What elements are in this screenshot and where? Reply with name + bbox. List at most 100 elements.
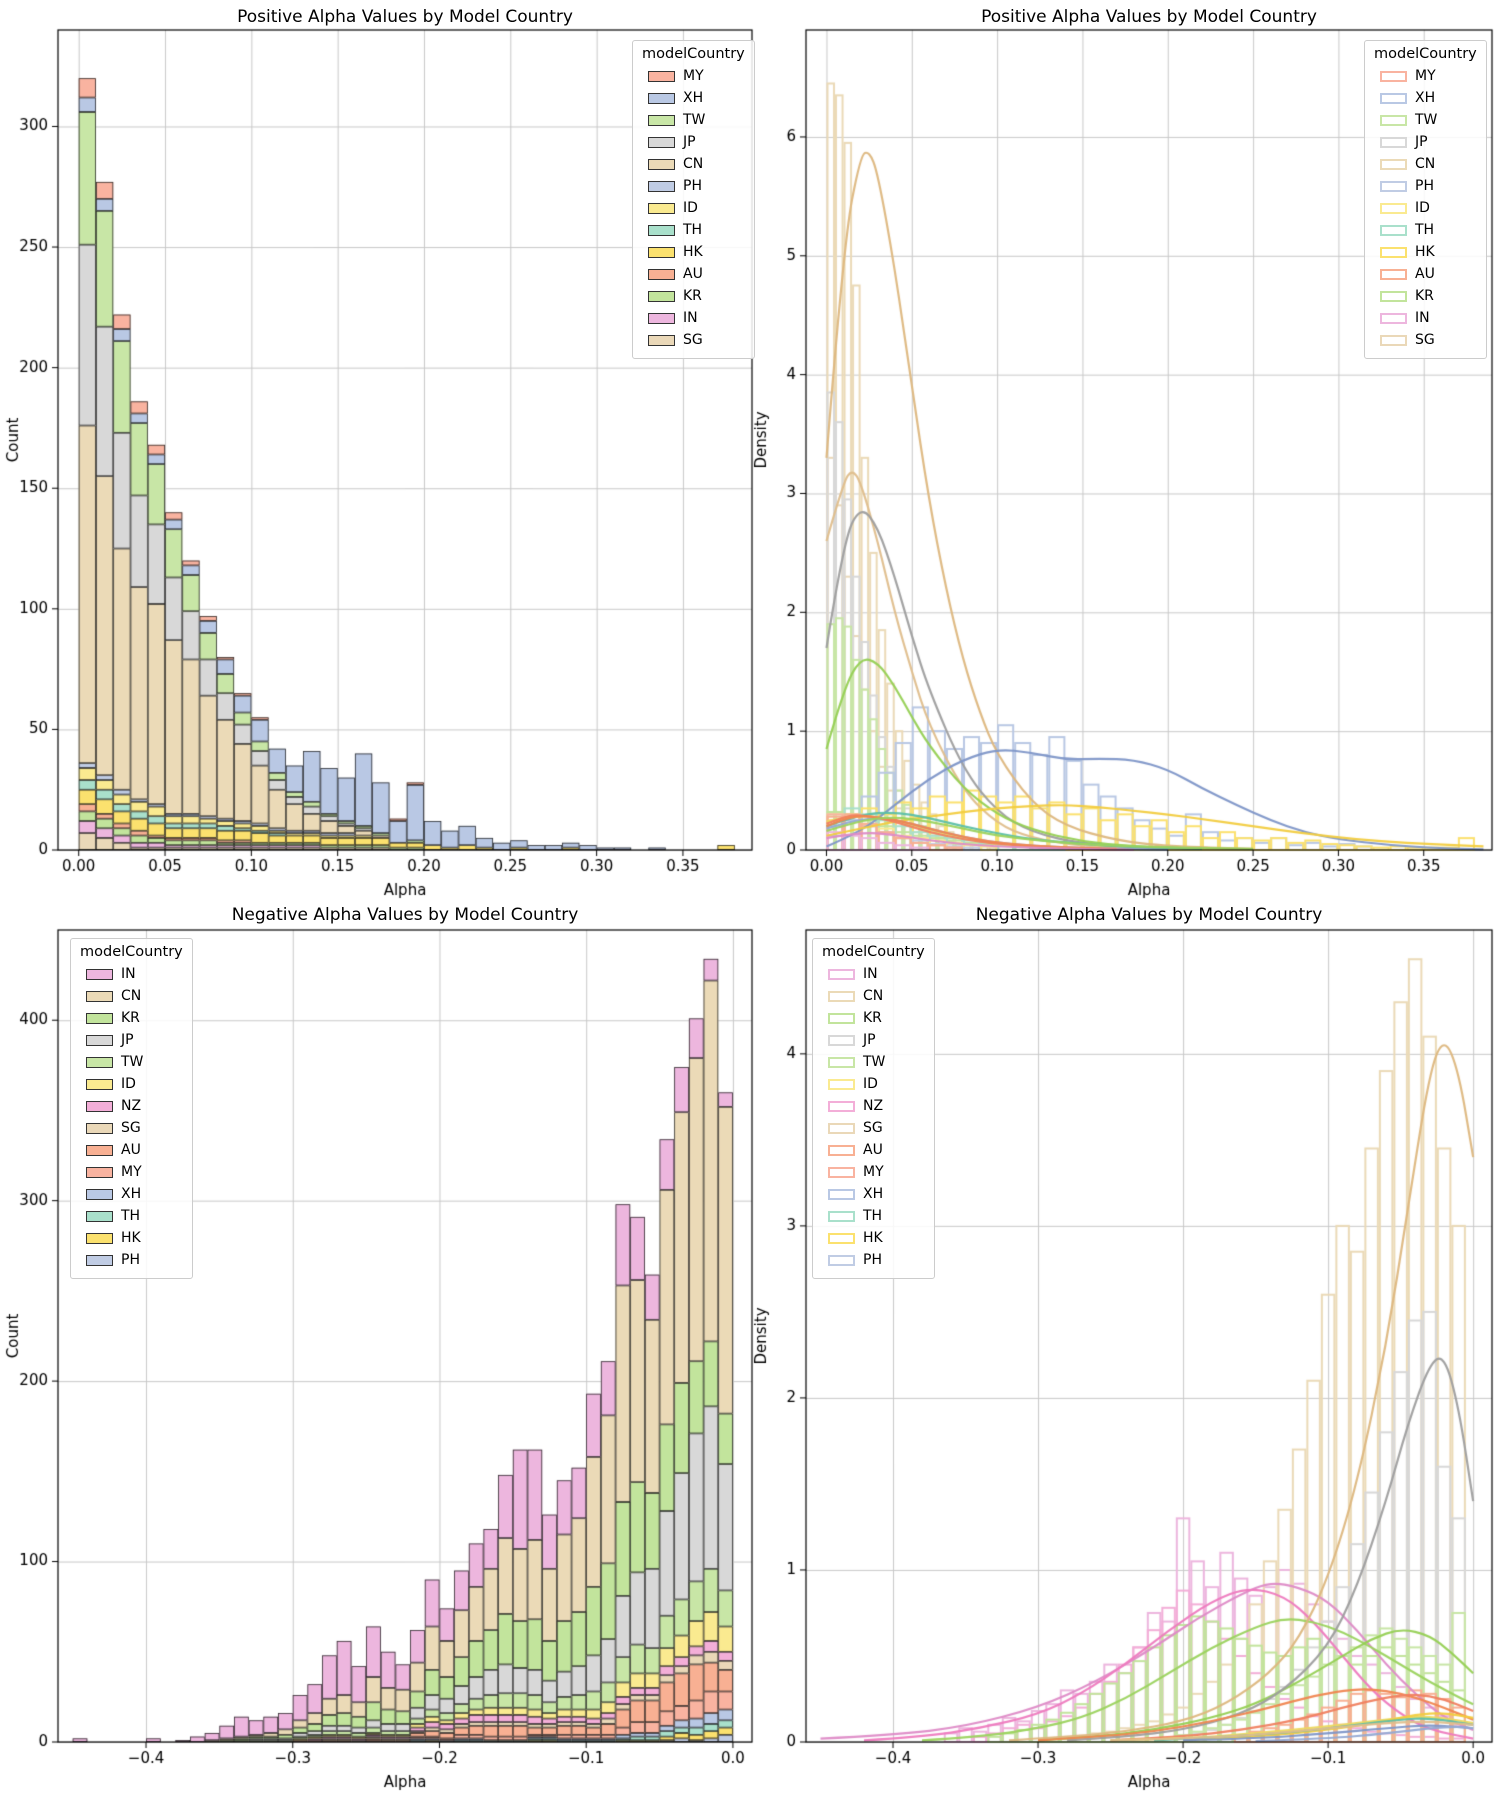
legend-item: CN xyxy=(80,985,183,1007)
legend-label: TH xyxy=(1415,222,1435,238)
legend-label: JP xyxy=(863,1032,876,1048)
legend-label: TH xyxy=(683,222,703,238)
legend-label: NZ xyxy=(863,1098,884,1114)
chart-title-negative-stacked: Negative Alpha Values by Model Country xyxy=(231,905,579,925)
legend-negative-stacked: modelCountry IN CN KR JP TW ID NZ SG AU MY XH TH HK PH xyxy=(70,938,193,1279)
legend-label: PH xyxy=(683,178,702,194)
legend-label: ID xyxy=(1415,200,1430,216)
legend-label: PH xyxy=(863,1252,882,1268)
legend-label: SG xyxy=(121,1120,141,1136)
legend-item: MY xyxy=(80,1161,183,1183)
legend-swatch-icon xyxy=(828,1166,855,1178)
legend-item: PH xyxy=(80,1249,183,1271)
legend-swatch-icon xyxy=(86,1034,113,1046)
legend-label: AU xyxy=(121,1142,141,1158)
legend-swatch-icon xyxy=(648,136,675,148)
legend-item: MY xyxy=(1374,65,1477,87)
legend-swatch-icon xyxy=(648,180,675,192)
legend-label: KR xyxy=(121,1010,140,1026)
legend-swatch-icon xyxy=(86,1232,113,1244)
legend-item: IN xyxy=(1374,307,1477,329)
legend-item: SG xyxy=(80,1117,183,1139)
legend-item: XH xyxy=(822,1183,925,1205)
legend-item: MY xyxy=(822,1161,925,1183)
legend-swatch-icon xyxy=(1380,136,1407,148)
legend-swatch-icon xyxy=(648,70,675,82)
legend-positive-density: modelCountry MY XH TW JP CN PH ID TH HK AU KR IN SG xyxy=(1364,40,1487,359)
legend-swatch-icon xyxy=(828,1078,855,1090)
legend-swatch-icon xyxy=(648,334,675,346)
legend-swatch-icon xyxy=(648,268,675,280)
legend-label: ID xyxy=(683,200,698,216)
legend-swatch-icon xyxy=(86,1056,113,1068)
legend-swatch-icon xyxy=(648,92,675,104)
legend-label: TW xyxy=(1415,112,1438,128)
legend-swatch-icon xyxy=(828,1056,855,1068)
legend-swatch-icon xyxy=(828,1122,855,1134)
legend-swatch-icon xyxy=(1380,158,1407,170)
legend-swatch-icon xyxy=(648,290,675,302)
chart-title-negative-density: Negative Alpha Values by Model Country xyxy=(975,905,1323,925)
legend-item: TH xyxy=(642,219,745,241)
legend-swatch-icon xyxy=(648,158,675,170)
legend-item: HK xyxy=(1374,241,1477,263)
legend-label: KR xyxy=(1415,288,1434,304)
legend-swatch-icon xyxy=(828,1034,855,1046)
legend-swatch-icon xyxy=(86,1210,113,1222)
legend-label: JP xyxy=(121,1032,134,1048)
legend-item: IN xyxy=(822,963,925,985)
legend-label: JP xyxy=(1415,134,1428,150)
chart-title-positive-density: Positive Alpha Values by Model Country xyxy=(981,7,1317,27)
legend-label: TW xyxy=(121,1054,144,1070)
legend-swatch-icon xyxy=(86,990,113,1002)
legend-label: AU xyxy=(1415,266,1435,282)
legend-label: SG xyxy=(1415,332,1435,348)
legend-label: MY xyxy=(121,1164,142,1180)
legend-swatch-icon xyxy=(648,224,675,236)
legend-item: PH xyxy=(642,175,745,197)
legend-item: XH xyxy=(1374,87,1477,109)
legend-label: IN xyxy=(121,966,136,982)
legend-swatch-icon xyxy=(86,1122,113,1134)
legend-swatch-icon xyxy=(86,1012,113,1024)
legend-label: ID xyxy=(121,1076,136,1092)
legend-label: CN xyxy=(121,988,142,1004)
legend-swatch-icon xyxy=(1380,268,1407,280)
legend-label: JP xyxy=(683,134,696,150)
legend-swatch-icon xyxy=(86,1100,113,1112)
legend-label: HK xyxy=(863,1230,883,1246)
legend-item: AU xyxy=(822,1139,925,1161)
legend-item: MY xyxy=(642,65,745,87)
legend-title: modelCountry xyxy=(642,46,745,62)
chart-title-positive-stacked: Positive Alpha Values by Model Country xyxy=(237,7,573,27)
legend-label: XH xyxy=(121,1186,142,1202)
legend-swatch-icon xyxy=(828,1188,855,1200)
legend-label: TH xyxy=(863,1208,883,1224)
legend-swatch-icon xyxy=(86,1166,113,1178)
legend-swatch-icon xyxy=(86,968,113,980)
legend-label: SG xyxy=(863,1120,883,1136)
legend-label: TW xyxy=(863,1054,886,1070)
legend-label: XH xyxy=(1415,90,1436,106)
legend-swatch-icon xyxy=(648,114,675,126)
legend-positive-stacked: modelCountry MY XH TW JP CN PH ID TH HK AU KR IN SG xyxy=(632,40,755,359)
legend-label: HK xyxy=(1415,244,1435,260)
legend-item: PH xyxy=(1374,175,1477,197)
legend-label: IN xyxy=(1415,310,1430,326)
legend-swatch-icon xyxy=(828,1012,855,1024)
legend-item: KR xyxy=(1374,285,1477,307)
legend-item: KR xyxy=(80,1007,183,1029)
legend-label: NZ xyxy=(121,1098,142,1114)
legend-swatch-icon xyxy=(648,246,675,258)
legend-item: AU xyxy=(642,263,745,285)
legend-item: KR xyxy=(822,1007,925,1029)
legend-item: AU xyxy=(1374,263,1477,285)
legend-label: IN xyxy=(683,310,698,326)
legend-label: TW xyxy=(683,112,706,128)
legend-item: ID xyxy=(1374,197,1477,219)
legend-item: CN xyxy=(822,985,925,1007)
legend-label: CN xyxy=(863,988,884,1004)
legend-swatch-icon xyxy=(1380,312,1407,324)
legend-label: IN xyxy=(863,966,878,982)
